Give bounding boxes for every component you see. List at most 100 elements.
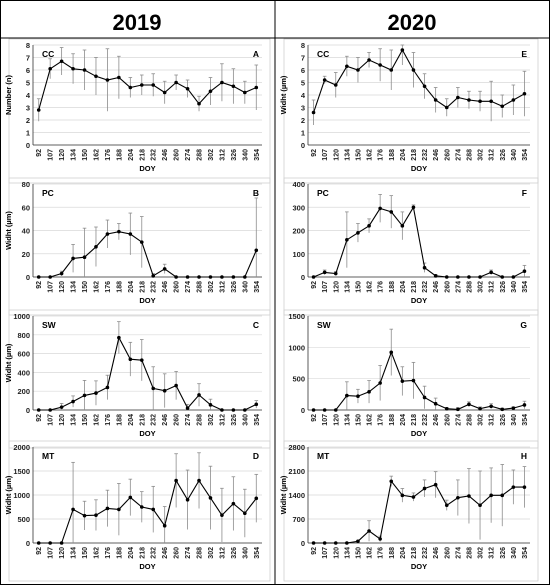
data-point <box>174 478 178 483</box>
data-point <box>105 385 110 390</box>
y-tick-label: 3 <box>26 104 30 113</box>
panel-letter: G <box>520 320 527 330</box>
x-tick-label: 107 <box>48 281 55 293</box>
y-tick-label: 4 <box>26 91 31 100</box>
y-tick-label: 400 <box>17 368 30 377</box>
data-point <box>467 402 471 407</box>
y-tick-label: 8 <box>26 41 30 50</box>
x-tick-label: 288 <box>197 547 204 559</box>
data-point <box>389 479 394 484</box>
x-tick-label: 260 <box>174 281 181 293</box>
x-tick-label: 162 <box>367 281 374 293</box>
data-point <box>82 255 87 260</box>
x-tick-label: 150 <box>355 149 362 161</box>
data-point <box>139 83 144 87</box>
data-point <box>433 274 438 278</box>
x-tick-label: 162 <box>93 281 100 293</box>
x-tick-label: 218 <box>411 281 418 293</box>
x-tick-label: 150 <box>355 281 362 293</box>
y-tick-label: 6 <box>301 66 305 75</box>
data-point <box>231 501 236 506</box>
x-tick-label: 162 <box>367 547 374 559</box>
data-point <box>422 84 427 89</box>
data-point <box>356 68 360 72</box>
data-point <box>467 275 471 279</box>
data-point <box>94 244 98 249</box>
data-point <box>36 541 41 545</box>
x-tick-label: 134 <box>344 547 351 559</box>
data-point <box>467 494 471 498</box>
x-tick-label: 288 <box>466 149 473 161</box>
series-line <box>38 60 257 111</box>
data-point <box>220 513 224 517</box>
x-tick-label: 312 <box>219 149 226 161</box>
data-point <box>48 541 52 545</box>
panel-box <box>283 177 539 316</box>
data-point <box>478 503 482 508</box>
x-axis-title: DOY <box>411 296 427 305</box>
panel-label: MT <box>317 451 330 461</box>
series-line <box>38 336 257 411</box>
x-tick-label: 232 <box>422 149 429 161</box>
x-tick-label: 260 <box>444 149 451 161</box>
data-point <box>345 393 349 398</box>
x-tick-label: 134 <box>71 547 78 559</box>
data-point <box>117 229 121 234</box>
data-point <box>105 506 110 511</box>
data-point <box>433 482 438 487</box>
x-tick-label: 107 <box>48 547 55 559</box>
data-point <box>478 275 482 279</box>
series-line <box>313 350 525 411</box>
x-tick-label: 288 <box>466 414 473 426</box>
y-axis-title: Widht (µm) <box>4 475 13 514</box>
data-point <box>254 496 259 501</box>
x-tick-label: 92 <box>311 149 318 157</box>
panel-B: 0 20 40 60 80 92 107 120 134 150 162 176 188 204 218 23… <box>4 177 271 316</box>
data-point <box>197 101 201 106</box>
panel-letter: H <box>521 451 527 461</box>
y-tick-label: 1000 <box>13 312 30 321</box>
data-point <box>422 265 427 270</box>
data-point <box>254 85 259 90</box>
panel-label: MT <box>42 451 55 461</box>
data-point <box>489 404 493 409</box>
data-point <box>444 503 449 508</box>
x-tick-label: 288 <box>197 149 204 161</box>
panel-letter: E <box>521 49 527 59</box>
data-point <box>71 256 75 261</box>
x-tick-label: 218 <box>139 547 146 559</box>
y-tick-label: 1000 <box>13 491 30 500</box>
data-point <box>151 274 156 278</box>
x-tick-label: 274 <box>185 281 192 293</box>
data-point <box>128 85 133 90</box>
panel-letter: D <box>253 451 259 461</box>
x-tick-label: 274 <box>185 414 192 426</box>
panel-box <box>8 38 271 184</box>
data-point <box>367 390 371 394</box>
x-tick-label: 312 <box>489 149 496 161</box>
x-tick-label: 204 <box>400 281 407 293</box>
data-point <box>433 401 438 406</box>
x-tick-label: 354 <box>522 547 529 559</box>
x-axis-title: DOY <box>139 429 155 438</box>
data-point <box>48 275 52 279</box>
x-tick-label: 204 <box>128 547 135 559</box>
x-tick-label: 162 <box>93 149 100 161</box>
x-tick-label: 134 <box>71 414 78 426</box>
data-point <box>59 59 64 64</box>
data-point <box>400 379 405 383</box>
x-tick-label: 176 <box>105 281 112 293</box>
data-point <box>500 104 505 109</box>
x-tick-label: 312 <box>489 414 496 426</box>
data-point <box>311 110 316 115</box>
x-tick-label: 204 <box>128 281 135 293</box>
x-tick-label: 326 <box>231 149 238 161</box>
y-tick-label: 7 <box>301 54 305 63</box>
y-tick-label: 80 <box>22 180 30 189</box>
x-tick-label: 246 <box>162 281 169 293</box>
data-point <box>345 238 349 242</box>
x-tick-label: 204 <box>400 149 407 161</box>
data-point <box>456 407 460 412</box>
x-tick-label: 288 <box>197 414 204 426</box>
